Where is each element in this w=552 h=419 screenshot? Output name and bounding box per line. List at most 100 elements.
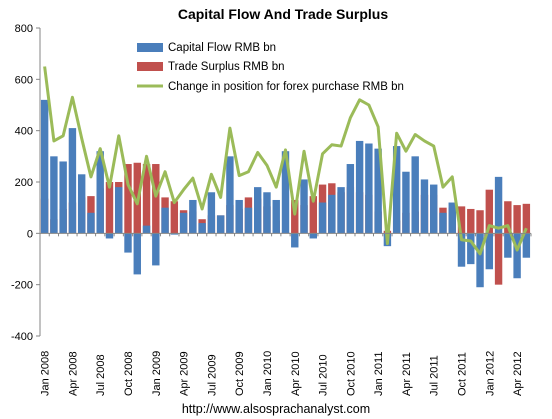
legend-swatch-capital-flow: [137, 43, 163, 52]
y-tick-label: 800: [15, 23, 33, 35]
capital-flow-bar: [115, 187, 123, 234]
trade-surplus-bar: [124, 164, 132, 234]
x-tick-label: Jan 2010: [262, 351, 274, 396]
x-tick-label: Jan 2009: [151, 351, 163, 396]
capital-flow-bar: [476, 233, 484, 288]
capital-flow-bar: [411, 156, 419, 234]
legend-label-forex-change: Change in position for forex purchase RM…: [168, 81, 404, 93]
capital-flow-bar: [170, 233, 179, 235]
capital-flow-bar: [179, 212, 188, 234]
x-tick-label: Apr 2009: [179, 351, 191, 396]
capital-flow-bar: [254, 187, 262, 234]
capital-flow-bar: [291, 233, 299, 248]
x-tick-label: Jul 2009: [206, 354, 218, 396]
capital-flow-bar: [161, 207, 169, 234]
trade-surplus-bar: [494, 233, 503, 285]
trade-surplus-bar: [513, 205, 521, 234]
capital-flow-bar: [318, 202, 327, 234]
bar-series-group: [40, 99, 531, 288]
capital-flow-bar: [96, 151, 104, 234]
x-tick-label: Oct 2011: [457, 352, 469, 396]
capital-flow-bar: [346, 164, 355, 234]
capital-flow-bar: [504, 233, 512, 258]
capital-flow-bar: [494, 176, 503, 234]
capital-flow-bar: [152, 233, 160, 266]
capital-flow-bar: [439, 212, 447, 234]
x-tick-label: Apr 2008: [67, 351, 79, 396]
capital-flow-bar: [355, 140, 364, 234]
capital-flow-bar: [337, 187, 345, 234]
capital-flow-bar: [272, 199, 280, 234]
capital-flow-bar: [392, 146, 401, 234]
capital-flow-bar: [485, 233, 494, 270]
capital-flow-bar: [374, 148, 382, 234]
forex-change-line: [43, 66, 528, 256]
y-tick-label: -400: [11, 331, 33, 343]
trade-surplus-bar: [309, 196, 317, 234]
x-axis: Jan 2008 Apr 2008 Jul 2008 Oct 2008 Jan 2009…: [39, 232, 532, 396]
capital-flow-bar: [420, 179, 429, 234]
capital-flow-bar: [133, 233, 141, 275]
capital-flow-bar: [50, 156, 58, 234]
trade-surplus-bar: [457, 206, 466, 234]
x-tick-label: Jan 2012: [484, 351, 496, 396]
x-tick-label: Apr 2010: [290, 351, 302, 396]
trade-surplus-bar: [170, 201, 179, 234]
capital-flow-bar: [87, 212, 95, 234]
legend-swatch-trade-surplus: [137, 62, 163, 71]
trade-surplus-bar: [291, 199, 299, 234]
capital-flow-bar: [365, 143, 373, 234]
trade-surplus-bar: [504, 201, 512, 234]
x-tick-label: Apr 2011: [401, 352, 413, 396]
capital-flow-bar: [207, 192, 216, 234]
capital-flow-bar: [244, 207, 253, 234]
legend-label-trade-surplus: Trade Surplus RMB bn: [168, 61, 285, 73]
capital-flow-bar: [77, 174, 86, 234]
capital-flow-bar: [105, 233, 114, 239]
capital-flow-bar: [142, 225, 151, 234]
capital-flow-bar: [263, 192, 271, 234]
capital-flow-bar: [226, 156, 234, 234]
capital-flow-bar: [59, 161, 67, 234]
capital-flow-bar: [457, 233, 466, 267]
capital-flow-bar: [513, 233, 521, 279]
capital-flow-bar: [430, 184, 438, 234]
x-tick-label: Jan 2011: [373, 352, 385, 396]
legend-label-capital-flow: Capital Flow RMB bn: [168, 42, 276, 54]
capital-flow-bar: [309, 233, 317, 239]
x-tick-label: Jul 2010: [318, 354, 330, 396]
capital-flow-bar: [68, 128, 77, 234]
x-tick-label: Oct 2008: [123, 351, 135, 396]
y-tick-label: 200: [15, 177, 33, 189]
y-tick-label: 600: [15, 74, 33, 86]
x-tick-label: Jan 2008: [40, 351, 52, 396]
trade-surplus-bar: [522, 203, 531, 234]
line-series-group: [43, 66, 528, 256]
capital-flow-bar: [189, 199, 197, 234]
x-tick-label: Oct 2010: [345, 351, 357, 396]
trade-surplus-bar: [105, 182, 114, 234]
y-tick-label: -200: [11, 280, 33, 292]
legend: Capital Flow RMB bn Trade Surplus RMB bn…: [137, 42, 404, 93]
trade-surplus-bar: [485, 189, 494, 234]
capital-flow-bar: [281, 151, 290, 234]
x-tick-label: Jul 2011: [429, 355, 441, 396]
capital-flow-bar: [522, 233, 531, 258]
trade-surplus-bar: [152, 164, 160, 234]
y-axis: 800 600 400 200 0 -200 -400: [11, 23, 41, 343]
capital-flow-bar: [467, 233, 475, 265]
y-tick-label: 400: [15, 126, 33, 138]
x-tick-label: Jul 2008: [95, 354, 107, 396]
x-tick-label: Oct 2009: [234, 351, 246, 396]
capital-flow-bar: [300, 179, 308, 234]
x-tick-label: Apr 2012: [512, 351, 524, 396]
chart-title: Capital Flow And Trade Surplus: [178, 6, 388, 22]
y-tick-label: 0: [27, 228, 33, 240]
trade-surplus-bar: [142, 164, 151, 234]
trade-surplus-bar: [476, 210, 484, 234]
capital-flow-bar: [198, 223, 206, 234]
capital-flow-bar: [448, 202, 456, 234]
capital-flow-bar: [328, 194, 336, 234]
capital-flow-bar: [40, 99, 49, 234]
